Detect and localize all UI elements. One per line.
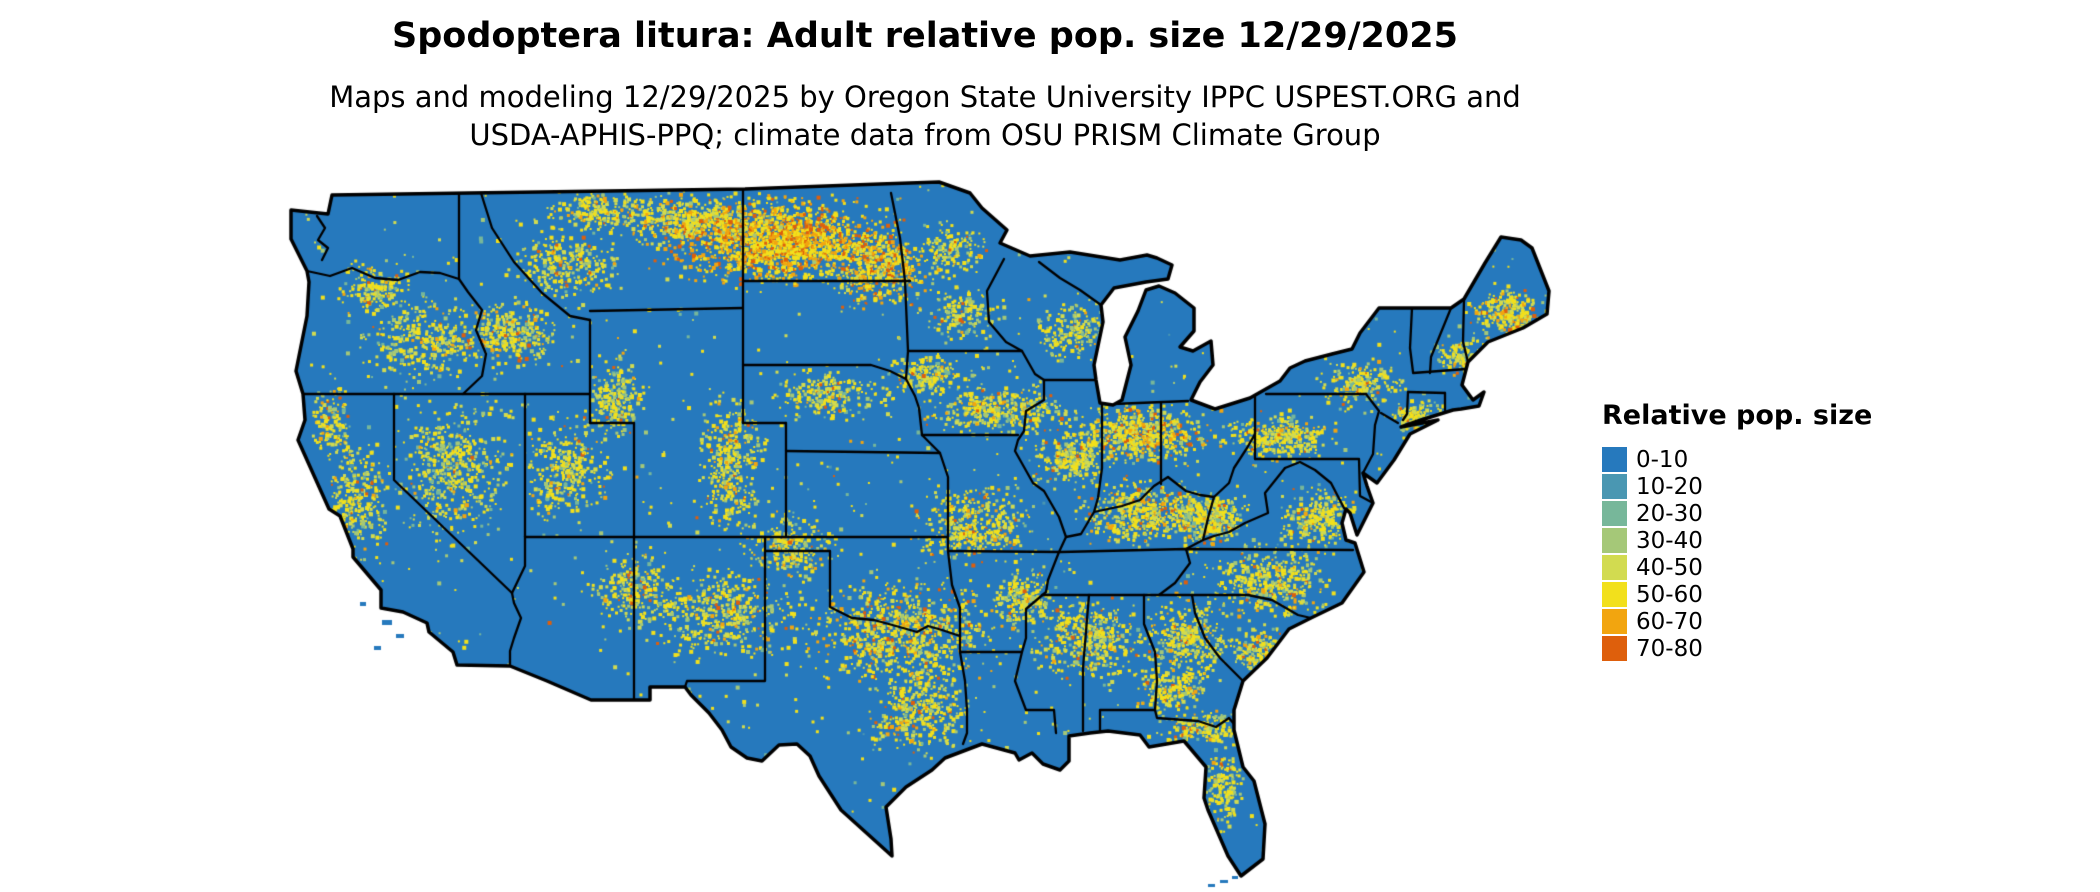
legend-title: Relative pop. size (1602, 400, 1873, 431)
legend-swatch (1602, 501, 1627, 526)
legend-item-label: 50-60 (1636, 581, 1703, 608)
conus-population-map (270, 168, 1570, 888)
legend-swatch (1602, 582, 1627, 607)
legend-swatch (1602, 636, 1627, 661)
legend-item-label: 70-80 (1636, 635, 1703, 662)
legend-item-label: 60-70 (1636, 608, 1703, 635)
legend-swatch (1602, 555, 1627, 580)
legend: Relative pop. size 0-10 10-20 20-30 30-40 40… (1602, 400, 1872, 662)
map-subtitle: Maps and modeling 12/29/2025 by Oregon S… (0, 78, 1850, 155)
legend-item-label: 20-30 (1636, 500, 1703, 527)
map-subtitle-line1: Maps and modeling 12/29/2025 by Oregon S… (329, 80, 1521, 114)
legend-item: 10-20 (1602, 473, 1872, 500)
header: Spodoptera litura: Adult relative pop. s… (0, 16, 1850, 155)
legend-items: 0-10 10-20 20-30 30-40 40-50 50-60 60-70 70-80 (1602, 446, 1872, 662)
legend-item: 40-50 (1602, 554, 1872, 581)
legend-item-label: 30-40 (1636, 527, 1703, 554)
legend-item: 70-80 (1602, 635, 1872, 662)
legend-item: 60-70 (1602, 608, 1872, 635)
legend-swatch (1602, 528, 1627, 553)
legend-item: 0-10 (1602, 446, 1872, 473)
legend-swatch (1602, 609, 1627, 634)
legend-swatch (1602, 447, 1627, 472)
legend-item: 50-60 (1602, 581, 1872, 608)
legend-item-label: 10-20 (1636, 473, 1703, 500)
legend-item-label: 0-10 (1636, 446, 1689, 473)
map-subtitle-line2: USDA-APHIS-PPQ; climate data from OSU PR… (469, 118, 1381, 153)
legend-item-label: 40-50 (1636, 554, 1703, 581)
map-title: Spodoptera litura: Adult relative pop. s… (392, 16, 1458, 56)
legend-item: 20-30 (1602, 500, 1872, 527)
legend-item: 30-40 (1602, 527, 1872, 554)
legend-swatch (1602, 474, 1627, 499)
